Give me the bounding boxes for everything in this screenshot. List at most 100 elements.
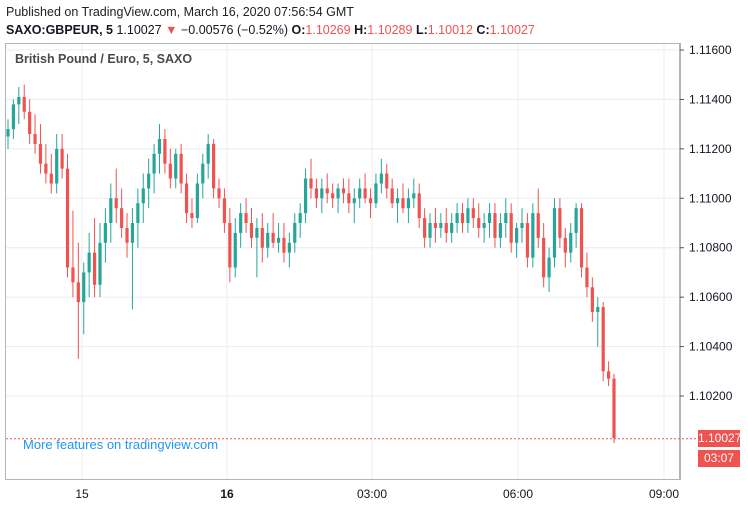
candle-body: [314, 188, 319, 199]
candle-body: [120, 208, 124, 228]
countdown-tag: 03:07: [698, 450, 740, 467]
candle-body: [103, 223, 107, 243]
candle-body: [195, 183, 199, 219]
candle-body: [206, 143, 210, 164]
x-tick-label: 06:00: [503, 487, 533, 501]
candle-body: [38, 143, 43, 164]
candle-body: [385, 173, 389, 189]
candle-body: [6, 129, 10, 137]
candle-body: [228, 223, 232, 268]
candle-body: [341, 188, 346, 194]
candle-body: [542, 237, 546, 278]
candle-body: [395, 198, 400, 204]
open-label: O:: [291, 23, 306, 37]
candle-body: [509, 213, 513, 243]
candle-body: [266, 232, 270, 248]
candle-body: [547, 257, 551, 278]
candle-body: [239, 213, 243, 233]
candle-body: [325, 188, 329, 194]
candle-body: [433, 223, 438, 228]
candle-body: [563, 237, 567, 253]
last-price: 1.10027: [116, 23, 162, 37]
candle-body: [22, 96, 26, 112]
candle-body: [282, 237, 286, 253]
high-label: H:: [354, 23, 368, 37]
candle-body: [552, 208, 557, 258]
candle-body: [493, 213, 497, 238]
published-note: Published on TradingView.com, March 16, …: [6, 5, 354, 19]
x-tick-label: 03:00: [357, 487, 387, 501]
candle-body: [412, 193, 416, 199]
candle-body: [157, 138, 162, 154]
candle-body: [76, 282, 80, 303]
candle-body: [406, 198, 410, 209]
close-value: 1.10027: [489, 23, 535, 37]
candle-body: [114, 198, 118, 209]
candle-body: [531, 213, 535, 258]
candle-body: [309, 178, 313, 189]
candle-body: [585, 267, 589, 288]
candle-body: [455, 213, 459, 224]
candle-body: [401, 198, 405, 209]
candle-body: [184, 183, 189, 214]
candle-body: [347, 193, 351, 204]
candle-body: [222, 198, 227, 224]
candle-body: [98, 242, 102, 285]
candle-body: [109, 198, 113, 224]
candle-body: [174, 153, 178, 179]
candle-body: [55, 148, 59, 184]
candle-body: [358, 188, 362, 199]
candle-body: [136, 203, 140, 224]
candle-body: [87, 252, 91, 273]
candle-body: [33, 134, 37, 144]
candle-body: [601, 307, 605, 372]
candle-body: [190, 213, 194, 219]
candle-body: [130, 223, 135, 243]
chart-legend-title: British Pound / Euro, 5, SAXO: [15, 52, 193, 66]
open-value: 1.10269: [305, 23, 351, 37]
candle-body: [82, 272, 86, 303]
candle-body: [363, 188, 367, 199]
y-tick-label: 1.11200: [689, 142, 732, 156]
candle-body: [303, 178, 308, 214]
y-tick-label: 1.10800: [689, 241, 733, 255]
candle-body: [212, 143, 216, 189]
candle-body: [590, 287, 594, 312]
candle-body: [450, 223, 454, 233]
y-tick-label: 1.11000: [689, 191, 732, 205]
down-arrow-icon: ▼: [165, 23, 178, 37]
high-value: 1.10289: [367, 23, 413, 37]
candle-body: [152, 153, 156, 174]
candle-body: [233, 232, 237, 268]
promo-link[interactable]: More features on tradingview.com: [23, 437, 219, 452]
candle-body: [606, 371, 611, 379]
x-tick-label: 16: [220, 487, 234, 501]
candle-body: [417, 193, 421, 219]
candle-body: [520, 223, 524, 228]
candle-body: [368, 198, 373, 204]
candle-body: [92, 252, 97, 285]
candle-body: [596, 307, 600, 312]
candle-body: [515, 227, 519, 243]
candle-body: [379, 173, 383, 184]
candle-body: [477, 218, 481, 228]
candle-body: [11, 104, 16, 130]
candle-body: [125, 227, 129, 243]
candle-body: [168, 163, 172, 179]
symbol-bar: SAXO:GBPEUR, 5 1.10027 ▼ −0.00576 (−0.52…: [6, 23, 535, 37]
chart-pane[interactable]: [5, 43, 680, 480]
candle-body: [498, 223, 502, 238]
candle-body: [244, 213, 248, 224]
candle-body: [276, 237, 281, 243]
candle-body: [28, 111, 32, 135]
candle-body: [466, 208, 470, 224]
price-change: −0.00576 (−0.52%): [180, 23, 289, 37]
candle-body: [423, 218, 427, 238]
candle-body: [65, 168, 70, 268]
y-tick-label: 1.10600: [689, 290, 733, 304]
candle-body: [504, 213, 508, 224]
candle-body: [320, 188, 324, 199]
close-label: C:: [476, 23, 490, 37]
last-price-tag: 1.10027: [698, 430, 742, 447]
